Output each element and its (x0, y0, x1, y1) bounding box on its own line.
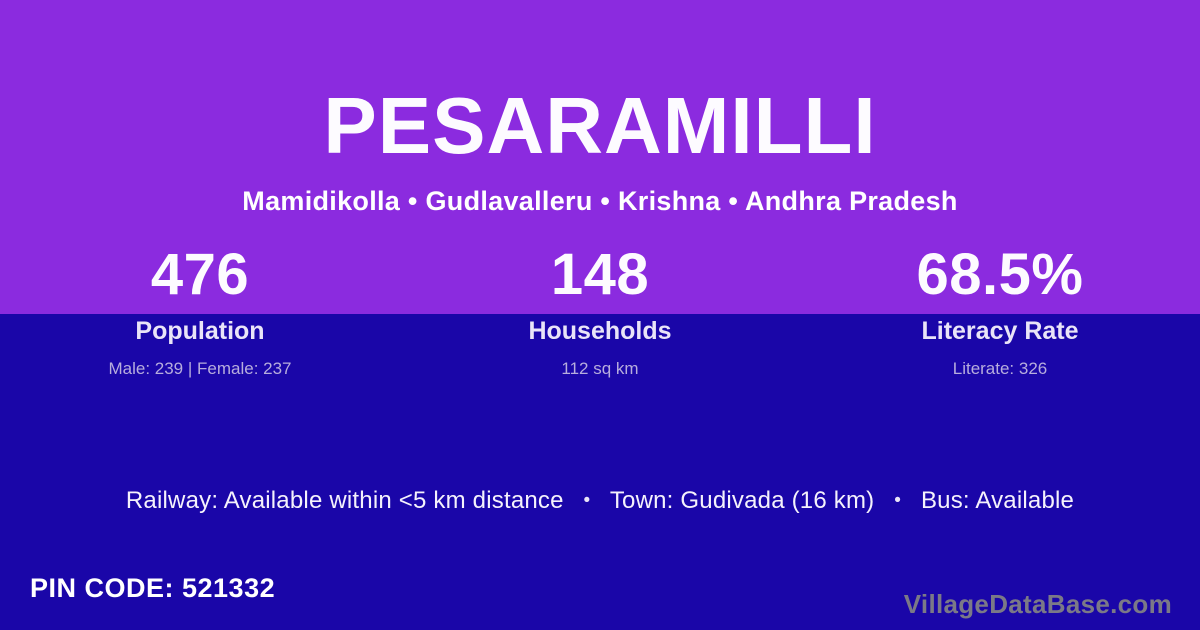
village-name-title: PESARAMILLI (323, 81, 877, 170)
watermark-branding: VillageDataBase.com (903, 589, 1172, 619)
town-info: Town: Gudivada (16 km) (609, 487, 875, 514)
bus-info: Bus: Available (920, 487, 1075, 514)
pin-code-label: PIN CODE: 521332 (30, 573, 276, 603)
stat-literacy: 68.5% Literacy Rate Literate: 326 (800, 238, 1200, 379)
population-value: 476 (150, 242, 250, 307)
literacy-detail: Literate: 326 (952, 359, 1048, 378)
stat-households: 148 Households 112 sq km (400, 238, 800, 379)
households-detail: 112 sq km (561, 359, 639, 378)
location-breadcrumb: Mamidikolla • Gudlavalleru • Krishna • A… (242, 186, 958, 216)
stats-row: 476 Population Male: 239 | Female: 237 1… (0, 238, 1200, 379)
amenities-line: Railway: Available within <5 km distance… (0, 487, 1200, 515)
header: PESARAMILLI Mamidikolla • Gudlavalleru •… (0, 0, 1200, 217)
households-value: 148 (550, 242, 650, 307)
population-detail: Male: 239 | Female: 237 (108, 359, 292, 378)
population-label: Population (135, 317, 265, 345)
literacy-value: 68.5% (916, 242, 1084, 307)
literacy-label: Literacy Rate (921, 317, 1079, 345)
stat-population: 476 Population Male: 239 | Female: 237 (0, 238, 400, 379)
bullet-separator: • (894, 490, 902, 511)
households-label: Households (528, 317, 672, 345)
railway-info: Railway: Available within <5 km distance (125, 487, 564, 514)
bullet-separator: • (583, 490, 591, 511)
